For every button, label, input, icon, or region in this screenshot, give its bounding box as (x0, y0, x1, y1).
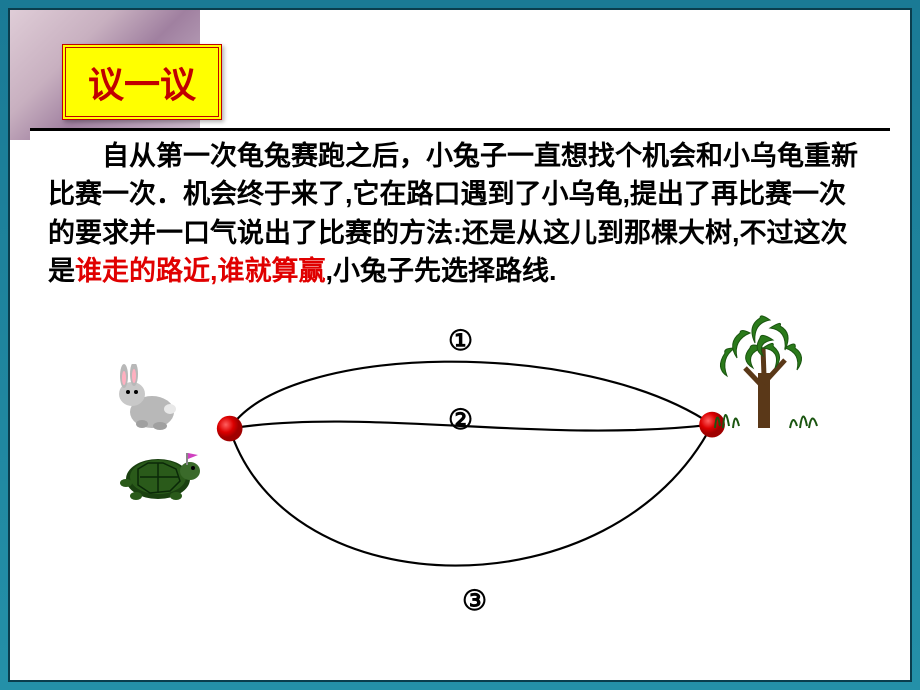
text-red-1: 谁走的路近,谁就算赢 (75, 256, 326, 286)
content-area: 自从第一次龟兔赛跑之后，小兔子一直想找个机会和小乌龟重新比赛一次．机会终于来了,… (30, 128, 890, 662)
diagram: ① ② ③ (30, 316, 890, 636)
label-1: ① (448, 324, 473, 357)
text-black-2: ,小兔子先选择路线. (326, 256, 557, 286)
rabbit-icon (110, 364, 190, 434)
header-strip: 议一议 (10, 10, 910, 120)
tree-icon (705, 298, 825, 448)
body-paragraph: 自从第一次龟兔赛跑之后，小兔子一直想找个机会和小乌龟重新比赛一次．机会终于来了,… (30, 131, 890, 290)
label-3: ③ (462, 584, 487, 617)
title-badge: 议一议 (62, 44, 222, 120)
left-dot (217, 416, 243, 442)
slide-frame: 议一议 自从第一次龟兔赛跑之后，小兔子一直想找个机会和小乌龟重新比赛一次．机会终… (8, 8, 912, 682)
title-text: 议一议 (88, 65, 196, 105)
path-3 (230, 425, 712, 566)
turtle-icon (108, 441, 203, 506)
label-2: ② (448, 403, 473, 436)
